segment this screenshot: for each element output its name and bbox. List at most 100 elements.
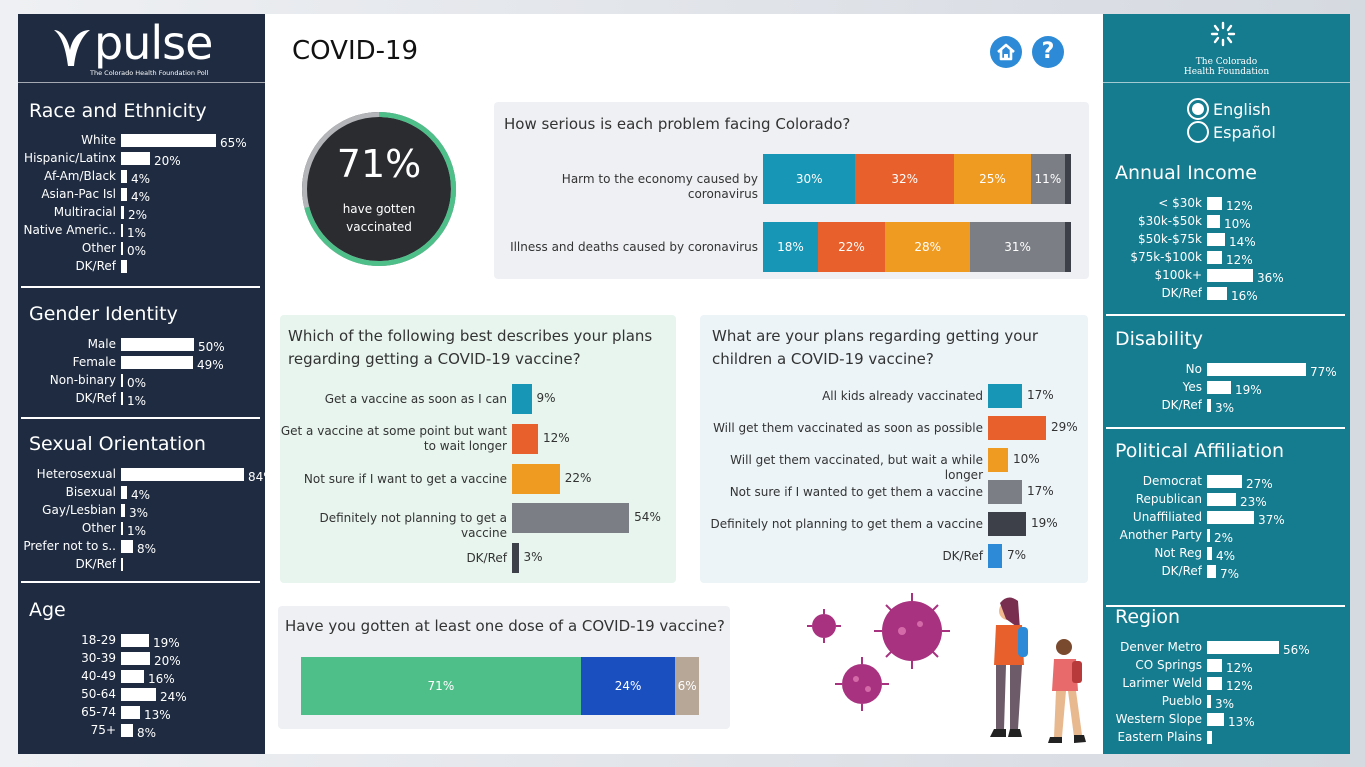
virus-icon xyxy=(807,593,950,711)
filter-row-bar xyxy=(121,338,194,351)
bar-mark[interactable] xyxy=(988,416,1046,440)
filter-row[interactable]: Female 49% xyxy=(18,355,265,374)
filter-row[interactable]: Multiracial 2% xyxy=(18,205,265,224)
filter-row[interactable]: Republican 23% xyxy=(1103,492,1350,511)
language-label-english: English xyxy=(1213,99,1271,119)
filter-row[interactable]: Not Reg 4% xyxy=(1103,546,1350,565)
filter-row[interactable]: $50k-$75k 14% xyxy=(1103,232,1350,251)
stacked-bar-segment[interactable] xyxy=(1064,222,1071,272)
radio-selected-icon[interactable] xyxy=(1187,98,1209,120)
filter-row[interactable]: Non-binary 0% xyxy=(18,373,265,392)
bar-mark[interactable] xyxy=(988,512,1026,536)
filter-row[interactable]: Asian-Pac Isl 4% xyxy=(18,187,265,206)
filter-row[interactable]: DK/Ref xyxy=(18,557,265,576)
bar-mark[interactable] xyxy=(512,543,519,573)
bar-mark[interactable] xyxy=(988,544,1002,568)
filter-row-pct: 4% xyxy=(1216,549,1236,563)
filter-row[interactable]: DK/Ref 3% xyxy=(1103,398,1350,417)
vaccinated-donut: 71% have gotten vaccinated xyxy=(298,108,460,270)
filter-row[interactable]: Hispanic/Latinx 20% xyxy=(18,151,265,170)
dose-segment[interactable]: 24% xyxy=(580,657,676,715)
filter-row-bar xyxy=(121,706,140,719)
stacked-bar-segment[interactable] xyxy=(1064,154,1071,204)
filter-row[interactable]: 50-64 24% xyxy=(18,687,265,706)
filter-row-pct: 19% xyxy=(1235,383,1262,397)
stacked-bar-segment[interactable]: 18% xyxy=(763,222,818,272)
stacked-bar-segment[interactable]: 31% xyxy=(970,222,1065,272)
filter-row[interactable]: DK/Ref 16% xyxy=(1103,286,1350,305)
bar-mark[interactable] xyxy=(512,464,560,494)
filter-row[interactable]: Another Party 2% xyxy=(1103,528,1350,547)
filter-row[interactable]: Democrat 27% xyxy=(1103,474,1350,493)
help-button[interactable]: ? xyxy=(1032,36,1064,68)
filter-row[interactable]: Unaffiliated 37% xyxy=(1103,510,1350,529)
filter-row-bar xyxy=(1207,641,1279,654)
stacked-bar-segment[interactable]: 32% xyxy=(855,154,954,204)
bar-mark[interactable] xyxy=(988,480,1022,504)
filter-row[interactable]: $75k-$100k 12% xyxy=(1103,250,1350,269)
dose-segment[interactable]: 6% xyxy=(675,657,699,715)
filter-row[interactable]: < $30k 12% xyxy=(1103,196,1350,215)
stacked-bar-segment[interactable]: 22% xyxy=(817,222,885,272)
filter-row[interactable]: 30-39 20% xyxy=(18,651,265,670)
divider xyxy=(1103,82,1350,83)
stacked-bar-segment[interactable]: 28% xyxy=(884,222,971,272)
filter-row-label: Not Reg xyxy=(1154,546,1202,560)
filter-row-bar xyxy=(1207,215,1220,228)
filter-row-label: Unaffiliated xyxy=(1132,510,1202,524)
filter-row-label: Heterosexual xyxy=(36,467,116,481)
filter-row[interactable]: Eastern Plains xyxy=(1103,730,1350,749)
filter-row[interactable]: 65-74 13% xyxy=(18,705,265,724)
filter-row[interactable]: CO Springs 12% xyxy=(1103,658,1350,677)
filter-row-label: Other xyxy=(81,241,116,255)
filter-row[interactable]: DK/Ref xyxy=(18,259,265,278)
dose-segment[interactable]: 71% xyxy=(301,657,581,715)
filter-row[interactable]: $100k+ 36% xyxy=(1103,268,1350,287)
language-option-english[interactable]: English xyxy=(1187,98,1276,120)
stacked-bar-segment[interactable]: 30% xyxy=(763,154,856,204)
filter-row[interactable]: Male 50% xyxy=(18,337,265,356)
filter-row[interactable]: Prefer not to s.. 8% xyxy=(18,539,265,558)
filter-row[interactable]: Native Americ.. 1% xyxy=(18,223,265,242)
bar-mark[interactable] xyxy=(512,424,539,454)
filter-row[interactable]: Western Slope 13% xyxy=(1103,712,1350,731)
filter-row-bar xyxy=(1207,233,1225,246)
filter-row[interactable]: Other 0% xyxy=(18,241,265,260)
filter-row[interactable]: No 77% xyxy=(1103,362,1350,381)
filter-row-label: No xyxy=(1185,362,1202,376)
filter-row[interactable]: Denver Metro 56% xyxy=(1103,640,1350,659)
filter-row[interactable]: $30k-$50k 10% xyxy=(1103,214,1350,233)
stacked-bar-segment[interactable]: 11% xyxy=(1030,154,1065,204)
filter-row[interactable]: Bisexual 4% xyxy=(18,485,265,504)
filter-row[interactable]: Pueblo 3% xyxy=(1103,694,1350,713)
filter-row[interactable]: Yes 19% xyxy=(1103,380,1350,399)
filter-row[interactable]: Other 1% xyxy=(18,521,265,540)
bar-mark[interactable] xyxy=(988,384,1022,408)
filter-row[interactable]: DK/Ref 7% xyxy=(1103,564,1350,583)
stacked-bar-segment[interactable]: 25% xyxy=(953,154,1031,204)
home-button[interactable] xyxy=(990,36,1022,68)
filter-row[interactable]: White 65% xyxy=(18,133,265,152)
filter-row-bar xyxy=(121,724,133,737)
language-option-espanol[interactable]: Español xyxy=(1187,121,1276,143)
filter-row[interactable]: Af-Am/Black 4% xyxy=(18,169,265,188)
filter-row[interactable]: 75+ 8% xyxy=(18,723,265,742)
bar-mark[interactable] xyxy=(512,503,630,533)
filter-row-bar xyxy=(121,188,127,201)
section-divider xyxy=(21,286,260,288)
filter-row-pct: 36% xyxy=(1257,271,1284,285)
filter-row[interactable]: 40-49 16% xyxy=(18,669,265,688)
filter-row-label: Republican xyxy=(1135,492,1202,506)
radio-unselected-icon[interactable] xyxy=(1187,121,1209,143)
filter-row[interactable]: DK/Ref 1% xyxy=(18,391,265,410)
bar-value-label: 19% xyxy=(1031,516,1058,530)
bar-mark[interactable] xyxy=(512,384,532,414)
filter-row[interactable]: 18-29 19% xyxy=(18,633,265,652)
pulse-logo[interactable]: pulse The Colorado Health Foundation Pol… xyxy=(18,14,265,82)
filter-row-pct: 27% xyxy=(1246,477,1273,491)
filter-row[interactable]: Gay/Lesbian 3% xyxy=(18,503,265,522)
filter-row-label: Multiracial xyxy=(53,205,116,219)
filter-row-label: Another Party xyxy=(1119,528,1202,542)
bar-mark[interactable] xyxy=(988,448,1008,472)
filter-row[interactable]: Larimer Weld 12% xyxy=(1103,676,1350,695)
